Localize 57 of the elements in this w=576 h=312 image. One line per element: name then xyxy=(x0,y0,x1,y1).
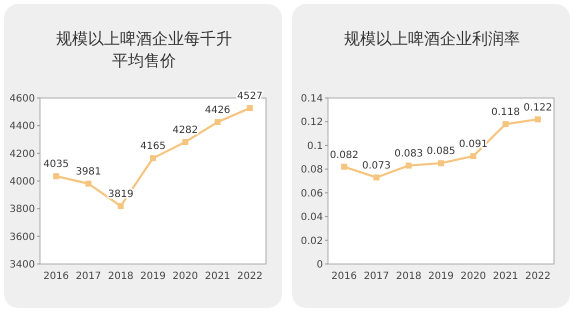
y-tick-label: 4000 xyxy=(10,176,35,188)
point xyxy=(182,138,188,145)
x-tick-label: 2016 xyxy=(331,271,357,282)
y-tick-label: 3600 xyxy=(10,232,35,243)
x-tick-label: 2020 xyxy=(460,271,486,282)
x-tick-label: 2019 xyxy=(428,271,454,282)
y-tick-label: 0.08 xyxy=(300,164,323,176)
y-tick-label: 4200 xyxy=(10,148,35,160)
y-tick-label: 0 xyxy=(316,260,323,270)
point xyxy=(341,164,348,170)
x-tick-label: 2018 xyxy=(108,271,134,282)
point xyxy=(406,162,412,169)
x-tick-label: 2018 xyxy=(396,271,422,282)
data-label: 4165 xyxy=(140,141,166,152)
x-tick-label: 2019 xyxy=(140,271,166,282)
point xyxy=(118,203,124,210)
y-tick-label: 0.1 xyxy=(307,140,323,152)
data-label: 0.073 xyxy=(362,160,391,172)
x-tick-label: 2021 xyxy=(492,271,518,282)
point xyxy=(150,155,156,162)
point xyxy=(246,105,253,112)
x-tick-label: 2022 xyxy=(237,271,263,282)
x-tick-label: 2016 xyxy=(43,271,69,282)
y-tick-label: 0.02 xyxy=(300,236,323,247)
x-tick-label: 2017 xyxy=(76,271,102,282)
data-label: 4035 xyxy=(43,159,69,170)
data-label: 4282 xyxy=(172,124,198,136)
chart-title: 规模以上啤酒企业每千升平均售价 xyxy=(56,29,232,70)
data-label: 0.122 xyxy=(524,102,552,114)
y-tick-label: 3800 xyxy=(10,204,35,216)
point xyxy=(373,174,380,180)
point xyxy=(214,119,221,126)
data-label: 0.082 xyxy=(330,150,358,161)
y-tick-label: 0.12 xyxy=(300,117,323,128)
y-tick-label: 3400 xyxy=(10,260,35,270)
point xyxy=(502,121,509,128)
data-label: 0.083 xyxy=(394,148,424,160)
y-tick-label: 0.14 xyxy=(300,94,323,104)
data-label: 0.118 xyxy=(491,107,520,118)
x-tick-label: 2017 xyxy=(364,271,390,282)
y-tick-label: 4600 xyxy=(10,94,35,104)
point xyxy=(53,173,60,180)
point xyxy=(438,160,444,166)
y-tick-label: 0.04 xyxy=(300,212,323,224)
x-tick-label: 2022 xyxy=(525,271,551,282)
x-tick-label: 2020 xyxy=(172,271,198,282)
y-tick-label: 0.06 xyxy=(300,188,323,200)
data-label: 0.085 xyxy=(426,146,456,158)
data-label: 3981 xyxy=(76,166,102,178)
data-label: 4527 xyxy=(237,91,263,102)
chart-title: 规模以上啤酒企业利润率 xyxy=(344,29,520,48)
y-tick-label: 4400 xyxy=(10,121,35,132)
point xyxy=(85,180,92,187)
data-label: 4426 xyxy=(204,105,230,116)
x-tick-label: 2021 xyxy=(204,271,230,282)
point xyxy=(534,116,541,122)
point xyxy=(470,153,476,160)
